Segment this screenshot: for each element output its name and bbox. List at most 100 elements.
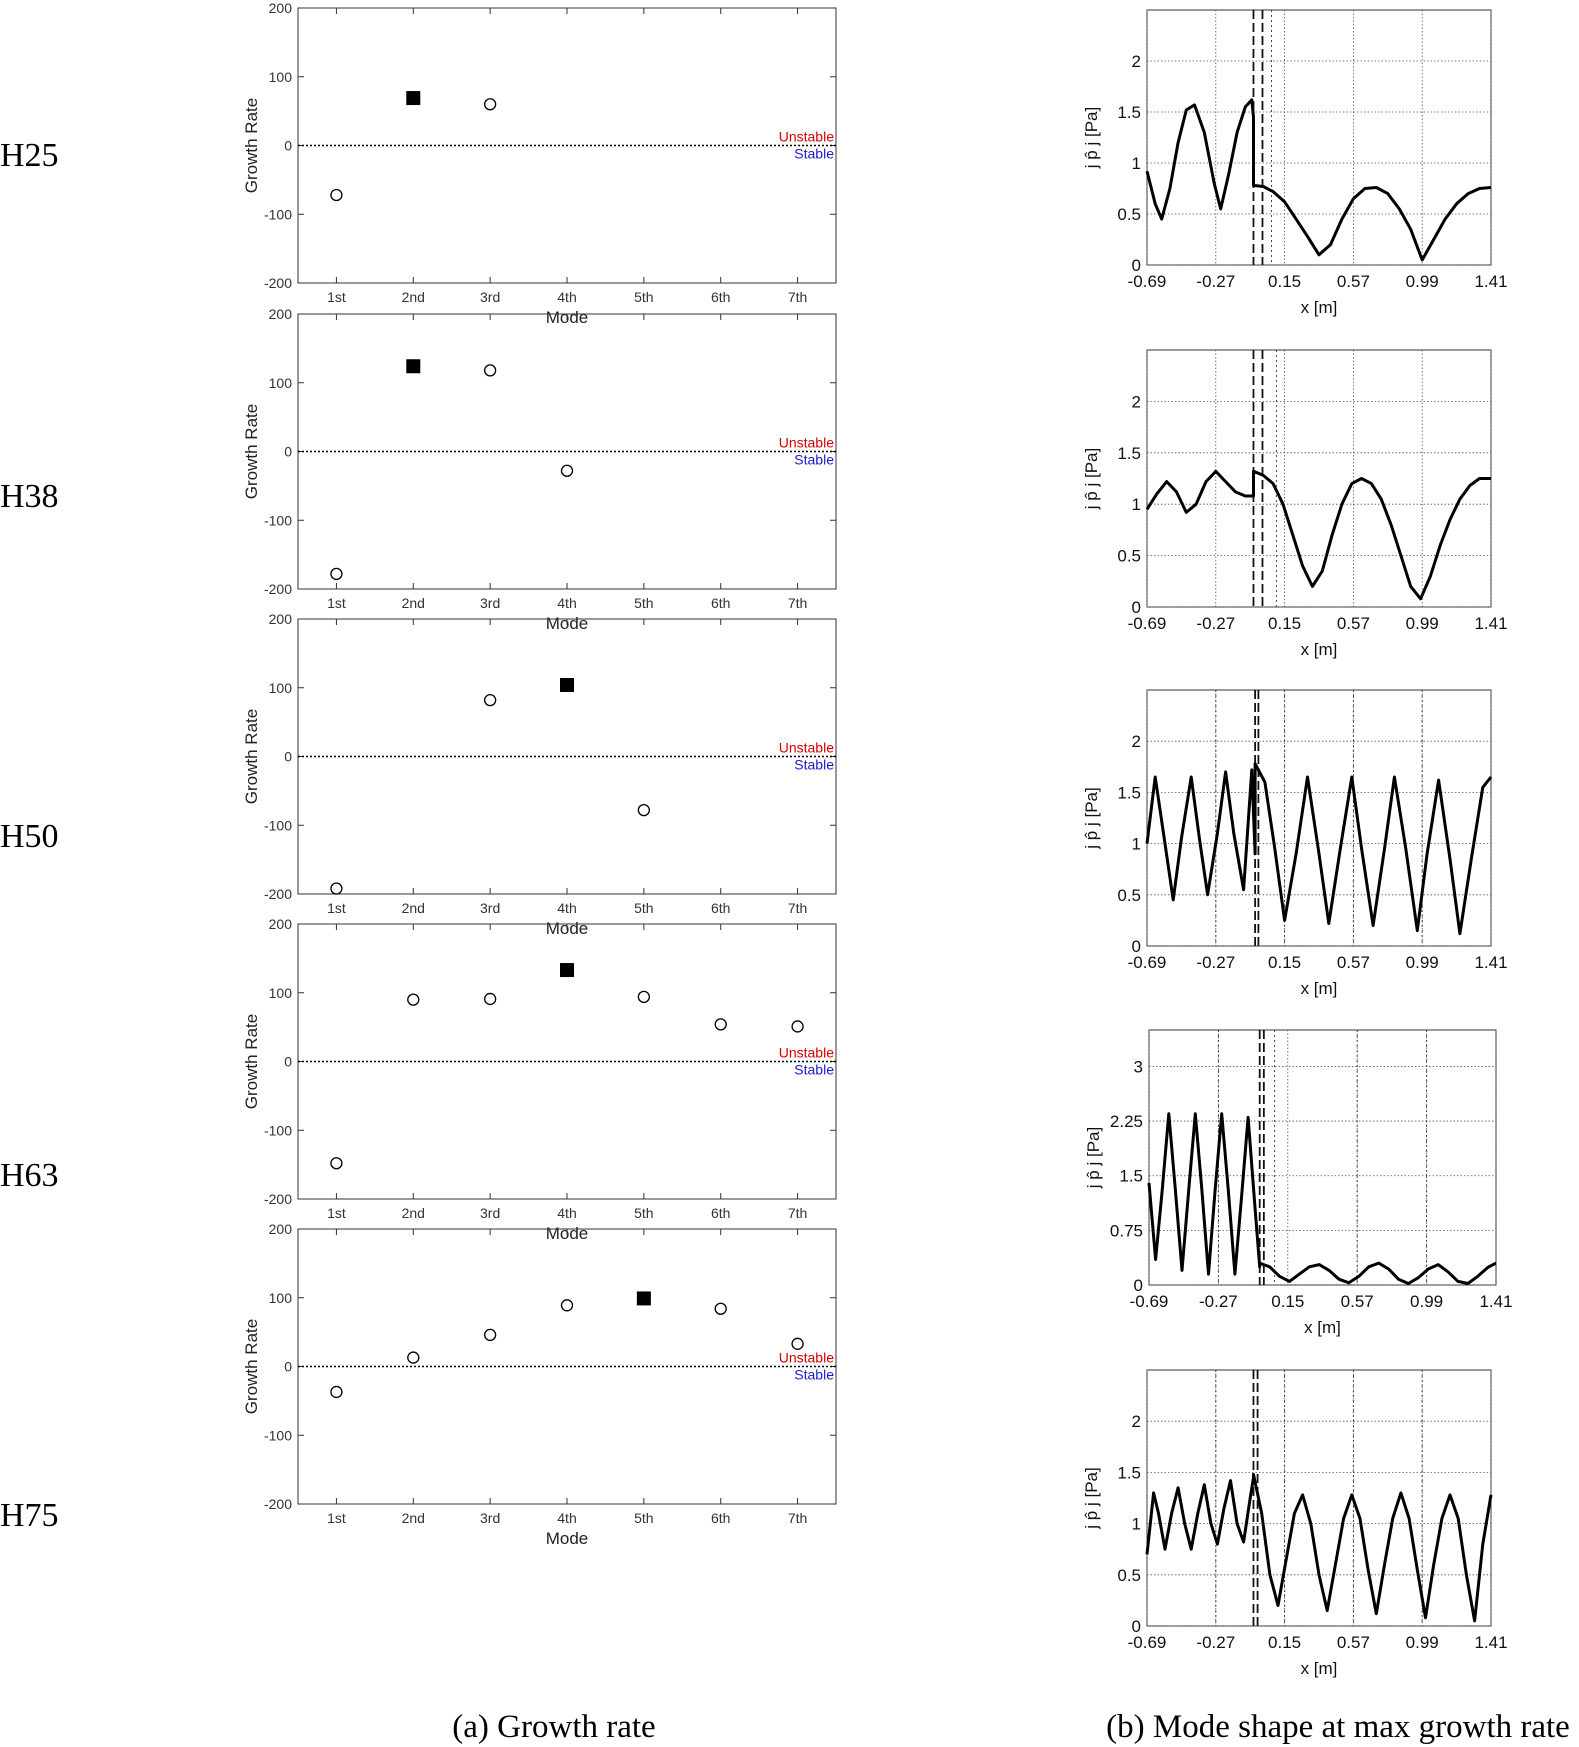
data-point: [483, 992, 497, 1006]
x-tick-label: 1st: [327, 900, 346, 916]
y-tick-label: 0: [284, 138, 292, 154]
mode-shape-curve: [1145, 1472, 1493, 1623]
x-tick-label: 4th: [557, 1205, 576, 1221]
x-tick-label: 2nd: [402, 595, 425, 611]
plot-frame: [1146, 349, 1492, 608]
chart-row: H25 200 100 0 -100 -200 1st 2nd 3rd 4th 5th 6th 7th U…: [0, 0, 1508, 327]
x-tick-label: 1st: [327, 289, 346, 305]
x-axis-label: x [m]: [1301, 1659, 1338, 1678]
data-point: [330, 1157, 343, 1170]
data-point: [330, 188, 343, 202]
data-point: [483, 364, 497, 377]
data-point: [791, 1337, 804, 1350]
x-axis-label: Mode: [546, 1529, 589, 1548]
y-tick-label: 0: [1132, 1617, 1141, 1636]
x-tick-label: 1st: [327, 1510, 346, 1526]
y-tick-label: 1.5: [1117, 1463, 1141, 1482]
mode-shape-curve: [1145, 98, 1492, 262]
x-tick-label: -0.69: [1130, 1292, 1169, 1311]
y-tick-label: 100: [269, 69, 293, 85]
data-point: [407, 1351, 420, 1364]
x-tick-label: 1.41: [1474, 1633, 1507, 1652]
x-tick-label: 4th: [557, 595, 576, 611]
y-tick-label: 2: [1132, 732, 1141, 751]
x-tick-label: 0.99: [1410, 1292, 1443, 1311]
y-tick-label: 0.5: [1117, 205, 1141, 224]
plot-frame: [1146, 689, 1492, 947]
y-tick-label: 0.75: [1110, 1221, 1143, 1240]
y-tick-label: -200: [264, 275, 292, 291]
y-tick-label: 1.5: [1117, 103, 1141, 122]
y-axis-label: j p̂ j [Pa]: [1082, 448, 1101, 510]
unstable-label: Unstable: [779, 1350, 834, 1366]
growth-rate-chart: 200 100 0 -100 -200 1st 2nd 3rd 4th 5th 6th 7th Unst…: [242, 916, 837, 1243]
x-tick-label: 4th: [557, 1510, 576, 1526]
row-label: H63: [0, 1157, 59, 1194]
y-tick-label: 100: [269, 985, 293, 1001]
unstable-label: Unstable: [779, 435, 834, 451]
max-growth-marker: [560, 963, 574, 978]
chart-row: H63 200 100 0 -100 -200 1st 2nd 3rd 4th 5th 6th 7th U…: [0, 916, 1513, 1337]
y-axis-label: j p̂ j [Pa]: [1084, 1127, 1103, 1189]
y-axis-label: j p̂ j [Pa]: [1082, 787, 1101, 849]
y-tick-label: 0: [284, 749, 292, 765]
x-tick-label: 2nd: [402, 900, 425, 916]
mode-shape-chart: -0.69 -0.27 0.15 0.57 0.99 1.41 0 0.5 1 1.5 2 x [m]…: [1082, 1369, 1508, 1678]
x-tick-label: 0.57: [1337, 614, 1370, 633]
x-tick-label: 0.57: [1337, 1633, 1370, 1652]
y-tick-label: -100: [264, 817, 292, 833]
x-axis-label: x [m]: [1304, 1318, 1341, 1337]
y-tick-label: 0: [1132, 256, 1141, 275]
x-tick-label: 0.57: [1337, 272, 1370, 291]
mode-shape-chart: -0.69 -0.27 0.15 0.57 0.99 1.41 0 0.5 1 1.5 2 x [m]…: [1082, 689, 1508, 998]
data-point: [637, 990, 651, 1004]
x-tick-label: 5th: [634, 900, 653, 916]
row-label: H75: [0, 1497, 59, 1534]
x-tick-label: 1.41: [1474, 614, 1507, 633]
y-tick-label: 200: [269, 611, 293, 627]
x-tick-label: 7th: [788, 900, 807, 916]
x-tick-label: 0.99: [1406, 614, 1439, 633]
y-tick-label: 100: [269, 680, 293, 696]
x-tick-label: 0.99: [1406, 953, 1439, 972]
x-tick-label: 4th: [557, 289, 576, 305]
y-tick-label: -100: [264, 1427, 292, 1443]
x-tick-label: 7th: [788, 1205, 807, 1221]
x-tick-label: 0.99: [1406, 1633, 1439, 1652]
y-tick-label: 0: [1132, 598, 1141, 617]
y-tick-label: -200: [264, 1191, 292, 1207]
y-tick-label: 1: [1132, 495, 1141, 514]
growth-rate-chart: 200 100 0 -100 -200 1st 2nd 3rd 4th 5th 6th 7th Unst…: [242, 1221, 837, 1548]
row-label: H50: [0, 818, 59, 855]
data-point: [791, 1020, 804, 1033]
x-tick-label: -0.69: [1128, 272, 1167, 291]
x-tick-label: 3rd: [480, 595, 500, 611]
x-tick-label: 7th: [788, 1510, 807, 1526]
x-tick-label: 6th: [711, 1205, 730, 1221]
mode-shape-chart: -0.69 -0.27 0.15 0.57 0.99 1.41 0 0.5 1 1.5 2 x [m]…: [1082, 9, 1508, 317]
x-tick-label: -0.69: [1128, 953, 1167, 972]
plot-frame: [1148, 1029, 1497, 1286]
x-tick-label: -0.69: [1128, 614, 1167, 633]
y-tick-label: 100: [269, 375, 293, 391]
y-tick-label: 200: [269, 306, 293, 322]
y-axis-label: Growth Rate: [242, 98, 261, 193]
data-point: [330, 567, 343, 581]
mode-shape-curve: [1147, 1112, 1497, 1285]
x-tick-label: 3rd: [480, 1510, 500, 1526]
chart-row: H50 200 100 0 -100 -200 1st 2nd 3rd 4th 5th 6th 7th U…: [0, 611, 1508, 998]
data-point: [483, 693, 497, 707]
y-tick-label: 200: [269, 1221, 293, 1237]
x-tick-label: 0.15: [1268, 614, 1301, 633]
x-tick-label: 6th: [711, 900, 730, 916]
x-tick-label: 0.15: [1268, 272, 1301, 291]
data-point: [714, 1018, 727, 1031]
growth-rate-chart: 200 100 0 -100 -200 1st 2nd 3rd 4th 5th 6th 7th Unst…: [242, 306, 837, 633]
chart-row: H38 200 100 0 -100 -200 1st 2nd 3rd 4th 5th 6th 7th U…: [0, 306, 1508, 659]
y-axis-label: j p̂ j [Pa]: [1082, 107, 1101, 169]
x-tick-label: 3rd: [480, 900, 500, 916]
data-point: [714, 1302, 727, 1315]
stable-label: Stable: [794, 757, 834, 773]
y-tick-label: 2: [1132, 1412, 1141, 1431]
